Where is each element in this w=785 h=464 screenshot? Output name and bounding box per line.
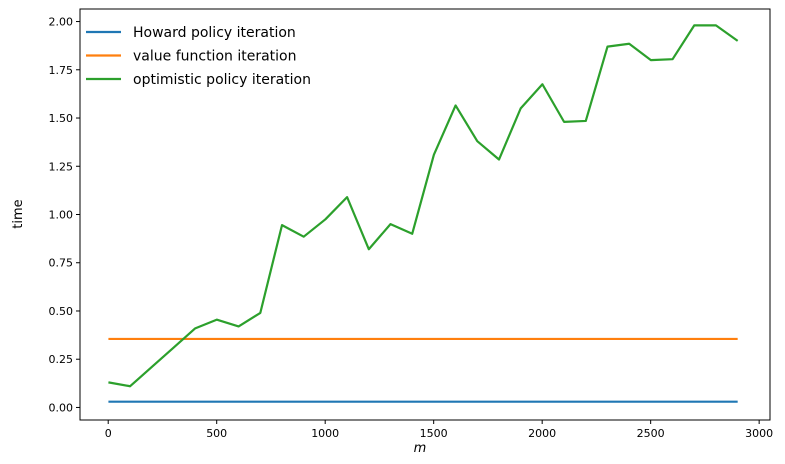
legend-label-2: value function iteration bbox=[133, 49, 296, 65]
x-tick-label: 2000 bbox=[528, 427, 556, 440]
y-tick-label: 1.00 bbox=[49, 209, 74, 222]
series-line-3 bbox=[108, 24, 739, 388]
plot-frame bbox=[79, 8, 771, 421]
y-tick-label: 0.50 bbox=[49, 305, 74, 318]
x-tick-label: 2500 bbox=[637, 427, 665, 440]
x-tick-label: 500 bbox=[206, 427, 227, 440]
y-tick-label: 2.00 bbox=[49, 16, 74, 29]
x-tick-label: 3000 bbox=[745, 427, 773, 440]
y-tick-label: 1.50 bbox=[49, 112, 74, 125]
y-tick-label: 0.25 bbox=[49, 353, 74, 366]
legend: Howard policy iteration value function it… bbox=[86, 25, 311, 88]
y-tick-label: 1.75 bbox=[49, 64, 74, 77]
y-tick-label: 0.00 bbox=[49, 401, 74, 414]
x-axis-ticks: 0 500 1000 1500 2000 2500 3000 bbox=[105, 420, 773, 440]
x-tick-label: 0 bbox=[105, 427, 112, 440]
legend-label-3: optimistic policy iteration bbox=[133, 72, 311, 88]
legend-label-1: Howard policy iteration bbox=[133, 25, 296, 41]
x-tick-label: 1500 bbox=[420, 427, 448, 440]
x-axis-label: m bbox=[414, 441, 427, 456]
y-axis-ticks: 0.00 0.25 0.50 0.75 1.00 1.25 1.50 1.75 2.00 bbox=[49, 16, 80, 414]
y-tick-label: 0.75 bbox=[49, 257, 74, 270]
y-tick-label: 1.25 bbox=[49, 160, 74, 173]
series-lines bbox=[108, 24, 739, 403]
y-axis-label: time bbox=[11, 199, 26, 228]
x-tick-label: 1000 bbox=[311, 427, 339, 440]
